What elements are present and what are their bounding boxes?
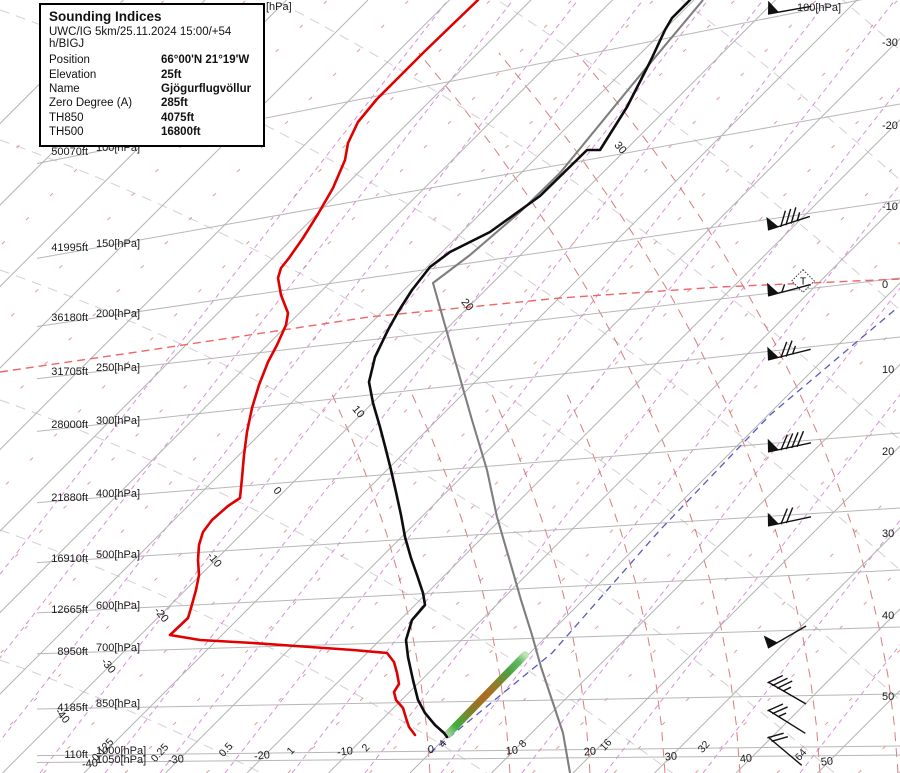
wind-barb-icon [767,430,812,453]
indices-row-value: 16800ft [161,126,201,139]
indices-row-value: 25ft [161,68,182,81]
indices-row-label: Zero Degree (A) [49,97,133,110]
indices-row: TH850 4075ft [49,111,255,125]
wind-barb-icon [767,340,811,361]
svg-text:T: T [800,277,806,288]
indices-row-label: Elevation [49,68,97,81]
wind-barb-icon [766,207,811,231]
wind-barb-icon [767,0,812,15]
indices-row: Elevation 25ft [49,67,255,81]
indices-row-value: Gjögurflugvöllur [161,82,252,95]
wind-barb-icon [767,282,811,297]
indices-table: Position 66°00'N 21°19'W Elevation 25ft Name… [49,53,255,139]
indices-row-label: Name [49,82,80,95]
indices-row-label: TH850 [49,111,84,124]
indices-row-label: Position [49,54,90,67]
indices-row-value: 285ft [161,97,188,110]
wind-barb-icon [767,674,807,705]
indices-row: Position 66°00'N 21°19'W [49,53,255,67]
wind-barb-icon [767,507,812,527]
wind-barb-icon [767,703,806,734]
panel-title: Sounding Indices [49,9,162,24]
wind-barb-icon [767,732,803,766]
indices-row: Zero Degree (A) 285ft [49,96,255,110]
indices-row-value: 4075ft [161,111,195,124]
indices-row-value: 66°00'N 21°19'W [161,54,250,67]
indices-row: TH500 16800ft [49,125,255,139]
indices-row-label: TH500 [49,126,84,139]
indices-row: Name Gjögurflugvöllur [49,82,255,96]
wind-barb-icon [763,625,807,649]
model-run-line: UWC/IG 5km/25.11.2024 15:00/+54 h/BIGJ [49,26,232,50]
sounding-indices-panel: Sounding Indices UWC/IG 5km/25.11.2024 1… [39,3,265,148]
